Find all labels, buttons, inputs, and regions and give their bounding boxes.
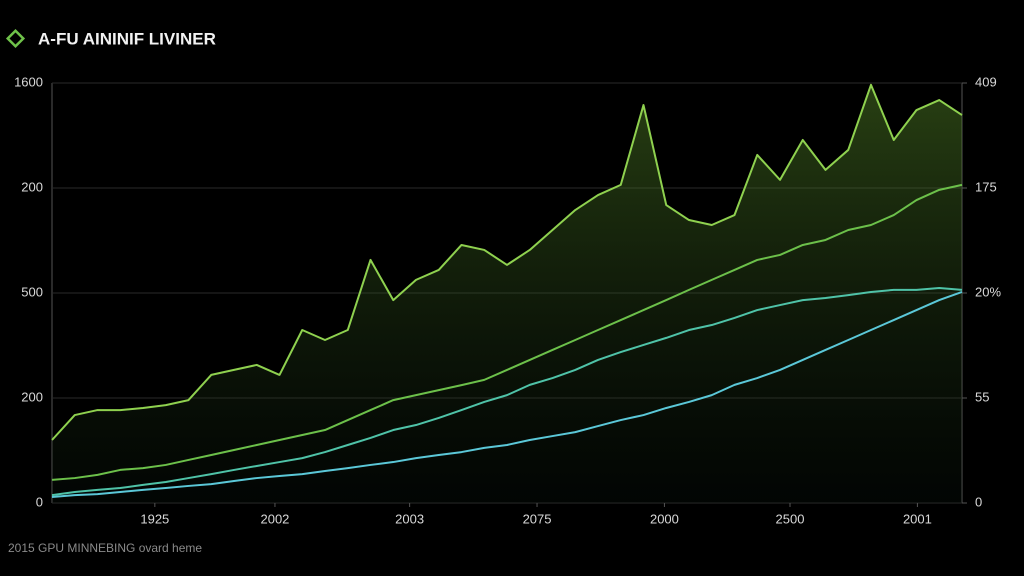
area xyxy=(52,84,962,504)
logo-icon xyxy=(5,28,26,49)
y-tick-label: 1600 xyxy=(14,74,43,89)
x-tick-label: 2075 xyxy=(523,511,552,526)
y-tick-label: 500 xyxy=(21,284,43,299)
footer: 2015 GPU MINNEBING ovard heme xyxy=(8,541,202,555)
y-tick-label: 0 xyxy=(36,494,43,509)
y-tick-label: 200 xyxy=(21,179,43,194)
x-tick-label: 2002 xyxy=(260,511,289,526)
y2-tick-label: 409 xyxy=(975,74,997,89)
y2-tick-label: 0 xyxy=(975,494,982,509)
y-tick-label: 200 xyxy=(21,389,43,404)
y2-tick-label: 55 xyxy=(975,389,989,404)
line xyxy=(51,83,963,441)
line xyxy=(51,291,963,498)
x-tick-label: 2001 xyxy=(903,511,932,526)
y2-tick-label: 20% xyxy=(975,284,1001,299)
x-tick-label: 2003 xyxy=(395,511,424,526)
x-tick-label: 2000 xyxy=(650,511,679,526)
x-tick-label: 2500 xyxy=(776,511,805,526)
y2-tick-label: 175 xyxy=(975,179,997,194)
x-tick-label: 1925 xyxy=(140,511,169,526)
line xyxy=(51,183,963,481)
line xyxy=(51,287,963,497)
chart-title: A-FU AININIF LIVINER xyxy=(38,29,216,48)
